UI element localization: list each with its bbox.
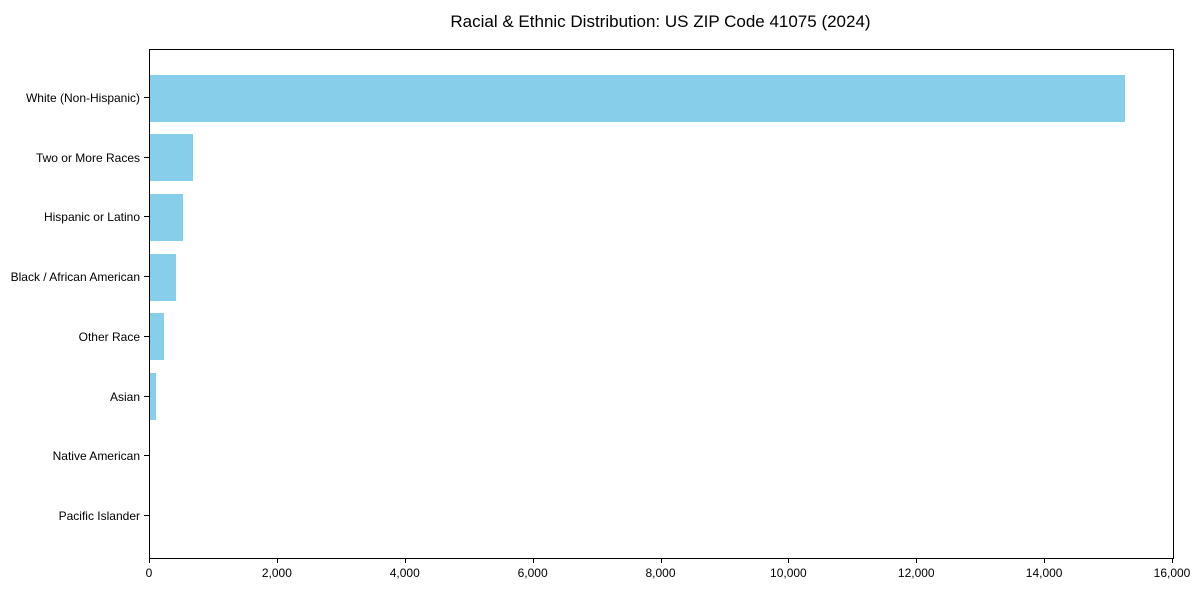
bar [150, 373, 157, 421]
bar [150, 134, 194, 182]
x-tick-mark [916, 558, 918, 563]
x-tick-label: 4,000 [389, 566, 420, 580]
bar [150, 253, 176, 301]
y-tick-mark [144, 156, 149, 158]
y-tick-mark [144, 455, 149, 457]
y-tick-label: Other Race [78, 329, 140, 344]
y-tick-mark [144, 395, 149, 397]
x-tick-label: 2,000 [261, 566, 292, 580]
x-tick-mark [788, 558, 790, 563]
chart-title: Racial & Ethnic Distribution: US ZIP Cod… [450, 12, 871, 31]
x-tick-mark [276, 558, 278, 563]
y-tick-label: Native American [52, 449, 140, 464]
y-tick-label: Hispanic or Latino [43, 210, 140, 225]
x-tick-mark [660, 558, 662, 563]
x-tick-label: 6,000 [517, 566, 548, 580]
x-tick-label: 0 [145, 566, 153, 580]
x-tick-label: 12,000 [897, 566, 935, 580]
y-tick-label: Two or More Races [35, 150, 140, 165]
x-tick-mark [149, 558, 150, 563]
bar [150, 193, 183, 241]
x-tick-mark [1044, 558, 1046, 563]
x-tick-mark [404, 558, 406, 563]
y-tick-label: White (Non-Hispanic) [25, 91, 140, 105]
x-tick-label: 16,000 [1153, 566, 1191, 580]
y-tick-label: Black / African American [10, 270, 140, 285]
x-tick-label: 10,000 [770, 566, 807, 580]
y-tick-mark [144, 97, 149, 98]
y-tick-label: Pacific Islander [58, 508, 140, 523]
bar [150, 313, 164, 361]
bar [150, 74, 1126, 122]
x-tick-label: 8,000 [645, 566, 676, 580]
y-tick-mark [144, 276, 149, 278]
y-tick-mark [144, 514, 149, 516]
y-tick-mark [144, 216, 149, 218]
y-tick-label: Asian [109, 389, 140, 404]
x-tick-mark [532, 558, 534, 563]
x-tick-mark [1172, 558, 1173, 563]
y-tick-mark [144, 335, 149, 337]
x-tick-label: 14,000 [1025, 566, 1063, 580]
plot-area [149, 49, 1174, 559]
